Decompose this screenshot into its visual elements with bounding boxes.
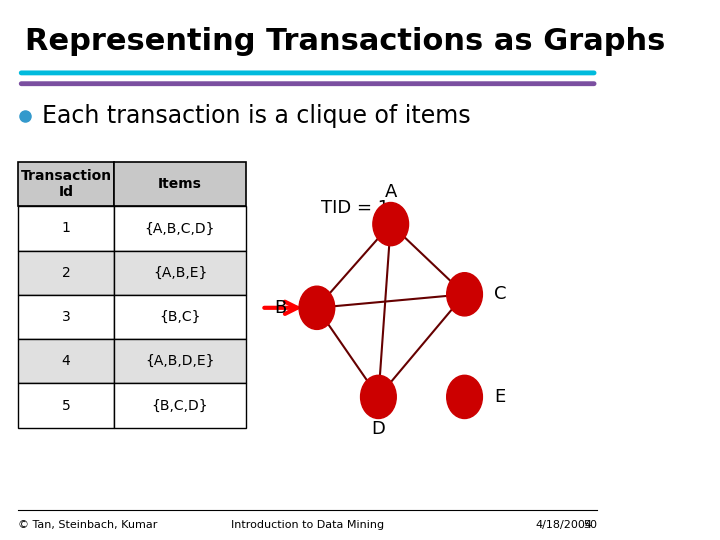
Text: D: D <box>372 420 385 438</box>
Text: {B,C,D}: {B,C,D} <box>152 399 208 413</box>
Ellipse shape <box>361 375 396 418</box>
Bar <box>114 383 246 428</box>
Bar <box>19 206 114 251</box>
Bar <box>114 295 246 339</box>
Text: C: C <box>494 285 506 303</box>
Text: {A,B,E}: {A,B,E} <box>153 266 207 280</box>
Ellipse shape <box>446 375 482 418</box>
Bar <box>19 162 114 206</box>
Bar <box>114 206 246 251</box>
Text: 4/18/2004: 4/18/2004 <box>535 520 593 530</box>
Text: B: B <box>274 299 286 317</box>
Text: Representing Transactions as Graphs: Representing Transactions as Graphs <box>24 27 665 56</box>
Text: Items: Items <box>158 177 202 191</box>
Bar <box>114 251 246 295</box>
Text: A: A <box>384 183 397 201</box>
Ellipse shape <box>446 273 482 316</box>
FancyArrowPatch shape <box>264 302 297 314</box>
Bar <box>114 339 246 383</box>
Text: 1: 1 <box>62 221 71 235</box>
Text: E: E <box>495 388 506 406</box>
Bar <box>19 295 114 339</box>
Text: Introduction to Data Mining: Introduction to Data Mining <box>231 520 384 530</box>
Text: 2: 2 <box>62 266 71 280</box>
Text: 5: 5 <box>62 399 71 413</box>
Text: Transaction
Id: Transaction Id <box>21 169 112 199</box>
Text: © Tan, Steinbach, Kumar: © Tan, Steinbach, Kumar <box>19 520 158 530</box>
Text: {B,C}: {B,C} <box>159 310 201 324</box>
Text: 4: 4 <box>62 354 71 368</box>
Bar <box>19 251 114 295</box>
Bar <box>19 383 114 428</box>
Text: {A,B,C,D}: {A,B,C,D} <box>145 221 215 235</box>
Text: 50: 50 <box>583 520 597 530</box>
Text: TID = 1:: TID = 1: <box>321 199 395 217</box>
Text: {A,B,D,E}: {A,B,D,E} <box>145 354 215 368</box>
Ellipse shape <box>373 202 408 246</box>
Text: Each transaction is a clique of items: Each transaction is a clique of items <box>42 104 470 128</box>
Text: 3: 3 <box>62 310 71 324</box>
Bar <box>114 162 246 206</box>
Ellipse shape <box>299 286 335 329</box>
Bar <box>19 339 114 383</box>
